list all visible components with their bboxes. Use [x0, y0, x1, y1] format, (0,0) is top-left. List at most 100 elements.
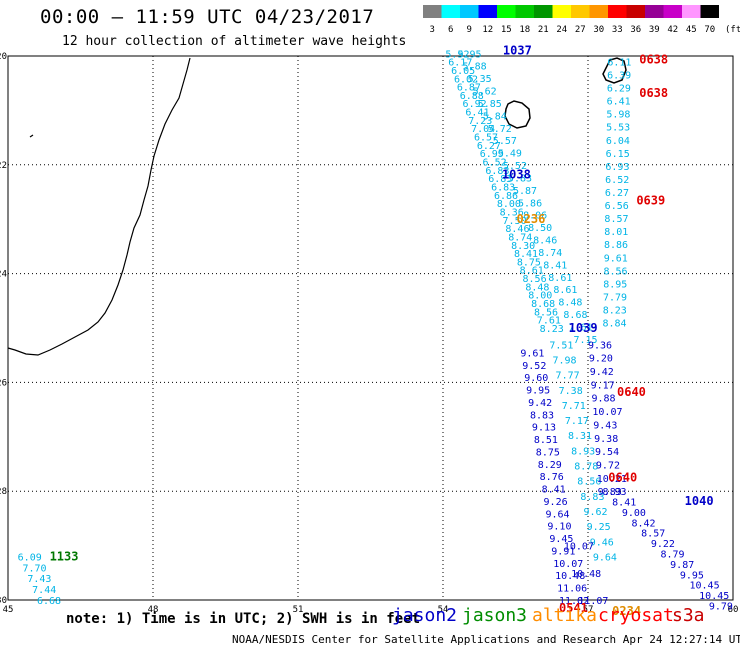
wave-height-value: 6.17: [448, 58, 472, 69]
wave-height-value: 7.17: [565, 416, 589, 427]
pass-time-label: 1037: [503, 44, 532, 58]
wave-height-value: 6.02: [454, 74, 478, 85]
wave-height-value: 8.84: [603, 319, 627, 330]
wave-height-value: 7.44: [32, 585, 56, 596]
wave-height-value: 6.99: [480, 149, 504, 160]
altimeter-track: 9.61 9.529.60 9.959.428.83 9.138.518.75 8.29…: [520, 348, 589, 607]
wave-height-value: 8.56: [577, 477, 601, 488]
wave-height-value: 7.04: [471, 124, 495, 135]
wave-height-value: 9.72: [596, 460, 620, 471]
colorbar-tick-label: 42: [667, 25, 678, 35]
wave-height-value: 10.07: [564, 542, 594, 553]
colorbar-tick-label: 21: [538, 25, 549, 35]
map-frame: [7, 55, 734, 601]
latitude-tick-label: -30: [0, 596, 7, 606]
reunion-island: [602, 57, 627, 84]
wave-height-value: 6.15: [606, 149, 630, 160]
wave-height-value: 8.51: [534, 435, 558, 446]
colorbar-tick-label: 39: [649, 25, 660, 35]
colorbar-tick-label: 33: [612, 25, 623, 35]
wave-height-value: 8.57: [641, 529, 665, 540]
wave-height-value: 7.43: [27, 574, 51, 585]
altimeter-track: 8.938.419.008.428.579.228.799.879.9510.4…: [603, 487, 733, 612]
wave-height-value: 7.23: [468, 116, 492, 127]
colorbar-tick-label: 12: [482, 25, 493, 35]
wave-height-value: 7.61: [537, 316, 561, 327]
wave-height-value: 8.41: [612, 498, 636, 509]
colorbar-swatch: [589, 5, 608, 18]
wave-height-value: 6.83: [485, 166, 509, 177]
wave-height-value: 9.36: [588, 340, 612, 351]
pass-time-label: 0639: [636, 194, 665, 208]
wave-height-value: 8.01: [604, 227, 628, 238]
colorbar-tick-label: 3: [430, 25, 435, 35]
wave-height-value: 9.64: [593, 552, 617, 563]
pass-time-label: 0638: [639, 86, 668, 100]
legend-item-altika: altika: [532, 605, 598, 626]
wave-height-value: 6.27: [605, 188, 629, 199]
wave-height-value: 6.83: [488, 174, 512, 185]
wave-height-value: 9.00: [622, 508, 646, 519]
wave-height-value: 9.38: [594, 434, 618, 445]
pass-time-label: 1039: [569, 321, 598, 335]
wave-height-value: 6.88: [460, 91, 484, 102]
wave-height-value: 5.98: [606, 110, 630, 121]
wave-height-value: 9.83: [598, 487, 622, 498]
legend-item-s3a: s3a: [672, 605, 705, 626]
wave-height-value: 9.52: [522, 361, 546, 372]
wave-height-value: 9.79: [709, 601, 733, 612]
wave-height-value: 9.25: [587, 522, 611, 533]
colorbar-swatch: [515, 5, 534, 18]
wave-height-value: 6.56: [605, 201, 629, 212]
wave-height-value: 6.27: [477, 141, 501, 152]
wave-height-value: 8.57: [604, 214, 628, 225]
colorbar-tick-label: 70: [704, 25, 715, 35]
pass-time-label: 0638: [639, 52, 668, 66]
longitude-tick-label: 54: [438, 605, 449, 615]
colorbar-swatch: [552, 5, 571, 18]
wave-height-value: 8.83: [530, 410, 554, 421]
wave-height-value: 5.95: [458, 49, 482, 60]
wave-height-value: 9.91: [551, 546, 575, 557]
wave-height-value: 9.43: [593, 420, 617, 431]
mauritius-island: [504, 100, 531, 129]
colorbar-swatch: [534, 5, 553, 18]
colorbar-tick-label: 9: [467, 25, 472, 35]
pass-time-label: 0234: [612, 604, 641, 618]
colorbar-swatch: [441, 5, 460, 18]
wave-height-value: 5.62: [473, 87, 497, 98]
wave-height-value: 9.64: [545, 509, 569, 520]
legend-item-jason2: jason2: [392, 605, 458, 626]
wave-height-value: 6.83: [491, 182, 515, 193]
colorbar-swatch: [478, 5, 497, 18]
wave-height-value: 6.05: [451, 66, 475, 77]
wave-height-value: 10.48: [571, 569, 601, 580]
colorbar-swatch: [645, 5, 664, 18]
wave-height-value: 8.00: [497, 199, 521, 210]
wave-height-value: 9.22: [651, 539, 675, 550]
wave-height-value: 10.48: [555, 571, 585, 582]
latitude-tick-label: -28: [0, 487, 7, 497]
wave-height-value: 8.41: [543, 260, 567, 271]
wave-height-value: 5.87: [513, 186, 537, 197]
wave-height-value: 9.62: [584, 507, 608, 518]
wave-height-value: 8.74: [538, 248, 562, 259]
wave-height-value: 6.93: [605, 162, 629, 173]
wave-height-value: 7.51: [549, 340, 573, 351]
colorbar-swatch: [700, 5, 719, 18]
latitude-tick-label: -24: [0, 270, 7, 280]
pass-time-label: 0640: [608, 471, 637, 485]
wave-height-value: 8.56: [603, 266, 627, 277]
wave-height-value: 8.86: [604, 240, 628, 251]
wave-height-value: 5.88: [463, 62, 487, 73]
wave-height-value: 9.54: [595, 447, 619, 458]
wave-height-value: 6.52: [605, 175, 629, 186]
colorbar-swatch: [663, 5, 682, 18]
wave-height-value: 11.06: [557, 584, 587, 595]
wave-height-value: 8.06: [523, 211, 547, 222]
longitude-tick-label: 48: [148, 605, 159, 615]
wave-height-value: 8.23: [603, 306, 627, 317]
wave-height-value: 5.85: [478, 99, 502, 110]
